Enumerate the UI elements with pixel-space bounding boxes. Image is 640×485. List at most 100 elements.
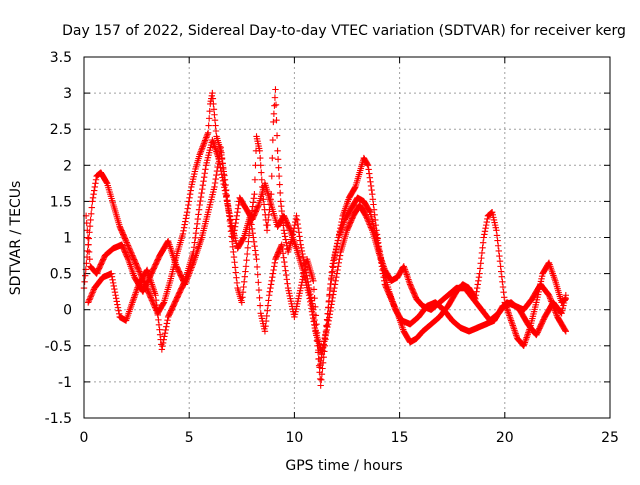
data-point-marker: [297, 284, 304, 292]
data-point-marker: [88, 210, 95, 217]
data-point-marker: [269, 270, 277, 277]
data-point-marker: [182, 218, 189, 225]
data-point-marker: [332, 277, 339, 285]
data-point-marker: [373, 237, 381, 244]
data-point-marker: [482, 225, 489, 232]
data-point-marker: [364, 161, 371, 168]
data-point-marker: [481, 231, 488, 238]
data-point-marker: [152, 292, 159, 299]
data-point-marker: [231, 259, 238, 266]
data-point-marker: [249, 229, 256, 237]
data-point-marker: [269, 274, 276, 281]
data-point-marker: [135, 266, 142, 274]
data-point-marker: [280, 254, 287, 261]
data-point-marker: [274, 147, 281, 155]
data-point-marker: [240, 235, 247, 242]
data-point-marker: [294, 220, 301, 228]
data-point-marker: [269, 136, 277, 144]
data-point-marker: [255, 279, 262, 286]
data-point-marker: [84, 227, 91, 234]
data-point-marker: [216, 161, 224, 168]
data-point-marker: [282, 236, 289, 243]
data-point-marker: [183, 209, 191, 216]
y-tick-label: -1.5: [45, 411, 72, 427]
data-point-marker: [83, 219, 90, 227]
data-point-marker: [476, 270, 483, 277]
data-point-marker: [196, 151, 203, 158]
data-point-marker: [301, 267, 308, 274]
data-layer: [80, 86, 570, 389]
data-point-marker: [278, 241, 285, 248]
data-point-marker: [212, 127, 220, 135]
data-point-marker: [180, 224, 188, 231]
data-point-marker: [334, 263, 342, 270]
data-point-marker: [86, 296, 93, 303]
data-point-marker: [321, 334, 329, 342]
data-point-marker: [186, 190, 194, 198]
data-series: [85, 136, 570, 371]
data-point-marker: [482, 221, 490, 229]
data-point-marker: [147, 294, 154, 301]
data-point-marker: [307, 298, 314, 306]
data-point-marker: [267, 281, 275, 288]
data-point-marker: [192, 229, 200, 237]
data-point-marker: [158, 346, 166, 353]
data-point-marker: [197, 197, 204, 205]
data-point-marker: [201, 170, 208, 177]
data-point-marker: [377, 254, 385, 261]
data-point-marker: [336, 252, 344, 259]
data-point-marker: [265, 292, 273, 299]
data-point-marker: [197, 149, 204, 157]
data-point-marker: [562, 328, 570, 335]
data-point-marker: [284, 280, 291, 287]
data-point-marker: [201, 137, 209, 144]
data-point-marker: [367, 178, 374, 186]
data-point-marker: [370, 201, 377, 208]
data-point-marker: [250, 199, 257, 206]
data-point-marker: [255, 286, 263, 294]
data-point-marker: [115, 307, 122, 314]
data-point-marker: [364, 216, 372, 224]
data-point-marker: [250, 195, 258, 202]
data-point-marker: [162, 326, 169, 334]
data-point-marker: [310, 286, 318, 293]
data-point-marker: [274, 156, 282, 163]
data-point-marker: [218, 171, 226, 178]
data-point-marker: [87, 293, 94, 300]
data-point-marker: [251, 176, 259, 183]
data-point-marker: [213, 171, 220, 179]
data-point-marker: [317, 360, 324, 368]
data-point-marker: [326, 286, 334, 294]
data-point-marker: [199, 143, 206, 150]
data-point-marker: [198, 146, 205, 154]
y-axis-label: SDTVAR / TECUs: [8, 181, 24, 296]
data-point-marker: [128, 250, 135, 258]
data-point-marker: [253, 255, 260, 263]
data-point-marker: [231, 264, 239, 271]
data-point-marker: [322, 328, 330, 335]
data-point-marker: [251, 242, 258, 250]
y-tick-label: -0.5: [45, 339, 72, 355]
data-point-marker: [273, 132, 281, 139]
data-point-marker: [226, 213, 234, 220]
data-point-marker: [122, 236, 129, 243]
data-point-marker: [295, 229, 303, 236]
data-point-marker: [331, 284, 338, 292]
data-point-marker: [89, 194, 97, 201]
data-point-marker: [318, 376, 325, 384]
data-point-marker: [134, 265, 142, 272]
data-point-marker: [308, 305, 315, 312]
data-point-marker: [498, 273, 505, 280]
data-point-marker: [319, 347, 326, 355]
plot-frame: [83, 56, 611, 419]
data-point-marker: [362, 212, 370, 220]
data-point-marker: [334, 240, 341, 247]
data-point-marker: [200, 177, 207, 185]
data-point-marker: [150, 300, 157, 307]
data-point-marker: [263, 312, 270, 320]
data-point-marker: [377, 251, 384, 259]
data-point-marker: [126, 245, 133, 252]
data-point-marker: [298, 279, 306, 286]
data-point-marker: [197, 148, 205, 155]
